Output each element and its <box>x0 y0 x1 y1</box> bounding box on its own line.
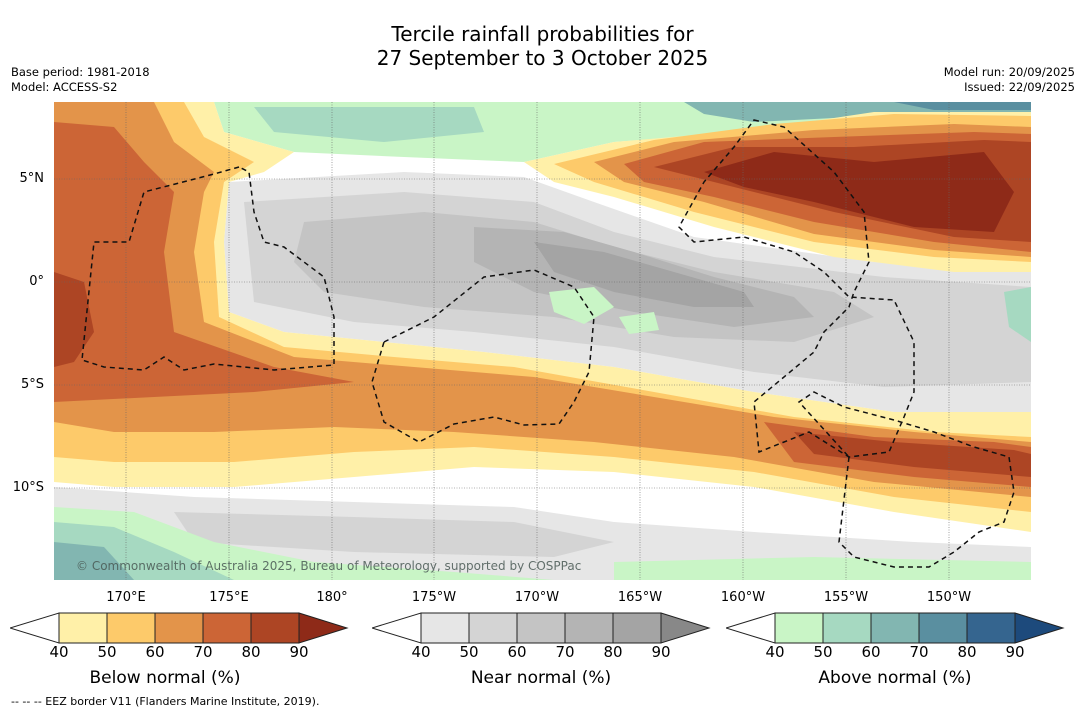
above-normal-region-north-70 <box>894 102 1031 110</box>
colorbar-near-cell-80 <box>612 612 662 644</box>
colorbar-above-cell-60 <box>870 612 920 644</box>
colorbar-near-cell-50 <box>468 612 518 644</box>
colorbar-below-arrow-right <box>298 612 349 644</box>
lon-label-150w: 150°W <box>926 590 972 605</box>
lon-label-155w: 155°W <box>823 590 869 605</box>
colorbar-near-tick-40: 40 <box>411 643 431 661</box>
eez-footnote: -- -- -- EEZ border V11 (Flanders Marine… <box>11 695 320 708</box>
colorbar-above-tick-40: 40 <box>765 643 785 661</box>
colorbar-above-tick-80: 80 <box>957 643 977 661</box>
colorbar-above-cell-80 <box>966 612 1016 644</box>
lon-label-180: 180° <box>316 590 348 605</box>
lon-label-175w: 175°W <box>411 590 457 605</box>
lon-label-170w: 170°W <box>514 590 560 605</box>
copyright-text: © Commonwealth of Australia 2025, Bureau… <box>76 559 581 573</box>
meta-right: Model run: 20/09/2025 Issued: 22/09/2025 <box>944 65 1075 95</box>
colorbar-below-title: Below normal (%) <box>89 668 241 688</box>
colorbar-below-tick-90: 90 <box>289 643 309 661</box>
below-normal-region-west-80 <box>54 272 94 367</box>
colorbar-below-cell-80 <box>250 612 300 644</box>
colorbar-near-tick-50: 50 <box>459 643 479 661</box>
lat-label-0: 0° <box>29 274 44 289</box>
chart-title: Tercile rainfall probabilities for 27 Se… <box>0 22 1085 70</box>
colorbar-above-cell-70 <box>918 612 968 644</box>
colorbar-below-normal <box>10 612 349 644</box>
lat-label-10s: 10°S <box>12 480 44 495</box>
rainfall-probability-map: © Commonwealth of Australia 2025, Bureau… <box>54 102 1031 580</box>
above-normal-patch-central <box>549 287 614 324</box>
colorbar-below-tick-70: 70 <box>193 643 213 661</box>
lat-label-5s: 5°S <box>20 377 44 392</box>
colorbar-near-normal <box>372 612 711 644</box>
lon-label-160w: 160°W <box>720 590 766 605</box>
base-period: Base period: 1981-2018 <box>11 65 150 79</box>
eez-border-northeast <box>678 119 915 458</box>
colorbar-below-tick-60: 60 <box>145 643 165 661</box>
eez-border-west <box>81 166 335 371</box>
colorbar-above-tick-60: 60 <box>861 643 881 661</box>
colorbar-above-cell-40 <box>774 612 824 644</box>
title-line-1: Tercile rainfall probabilities for <box>391 22 694 46</box>
graticule <box>54 102 1031 580</box>
colorbar-near-cell-60 <box>516 612 566 644</box>
colorbar-below-arrow-left <box>10 612 60 644</box>
colorbar-near-cell-40 <box>420 612 470 644</box>
lon-label-165w: 165°W <box>617 590 663 605</box>
title-line-2: 27 September to 3 October 2025 <box>376 46 709 70</box>
lon-label-175e: 175°E <box>209 590 249 605</box>
colorbar-near-tick-90: 90 <box>651 643 671 661</box>
colorbar-below-tick-40: 40 <box>49 643 69 661</box>
above-normal-region-southeast <box>614 557 1031 580</box>
eez-border-central <box>371 269 595 443</box>
colorbar-near-cell-70 <box>564 612 614 644</box>
colorbar-near-tick-70: 70 <box>555 643 575 661</box>
colorbar-above-title: Above normal (%) <box>818 668 972 688</box>
above-normal-patch-central-2 <box>619 312 659 334</box>
colorbar-below-cell-70 <box>202 612 252 644</box>
colorbar-below-tick-80: 80 <box>241 643 261 661</box>
below-normal-region-west-60 <box>54 102 1031 497</box>
near-normal-region-80 <box>534 242 754 307</box>
lat-label-5n: 5°N <box>19 171 45 186</box>
issued-date: Issued: 22/09/2025 <box>964 80 1075 94</box>
colorbar-near-tick-60: 60 <box>507 643 527 661</box>
colorbar-below-cell-40 <box>58 612 108 644</box>
colorbar-above-tick-90: 90 <box>1005 643 1025 661</box>
above-normal-region-east <box>1004 287 1031 342</box>
colorbar-above-arrow-right <box>1014 612 1065 644</box>
below-normal-region-southeast-80 <box>794 432 1031 477</box>
colorbar-near-title: Near normal (%) <box>470 668 612 688</box>
colorbar-above-normal <box>726 612 1065 644</box>
above-normal-region-south-60 <box>54 542 134 580</box>
meta-left: Base period: 1981-2018 Model: ACCESS-S2 <box>11 65 150 95</box>
colorbar-below-tick-50: 50 <box>97 643 117 661</box>
colorbar-above-tick-50: 50 <box>813 643 833 661</box>
near-normal-region-south-50 <box>174 512 614 557</box>
colorbar-below-cell-50 <box>106 612 156 644</box>
lon-label-170e: 170°E <box>106 590 146 605</box>
colorbar-near-arrow-right <box>660 612 711 644</box>
colorbar-above-tick-70: 70 <box>909 643 929 661</box>
eez-borders <box>81 119 1015 568</box>
model-run: Model run: 20/09/2025 <box>943 65 1075 79</box>
colorbar-near-tick-80: 80 <box>603 643 623 661</box>
below-normal-region-northeast-90 <box>704 152 1014 232</box>
colorbar-above-cell-50 <box>822 612 872 644</box>
colorbar-near-arrow-left <box>372 612 422 644</box>
above-normal-region-north-50 <box>254 107 484 142</box>
colorbar-above-arrow-left <box>726 612 776 644</box>
colorbar-below-cell-60 <box>154 612 204 644</box>
model-name: Model: ACCESS-S2 <box>11 80 118 94</box>
below-normal-region-west-70 <box>54 122 354 402</box>
